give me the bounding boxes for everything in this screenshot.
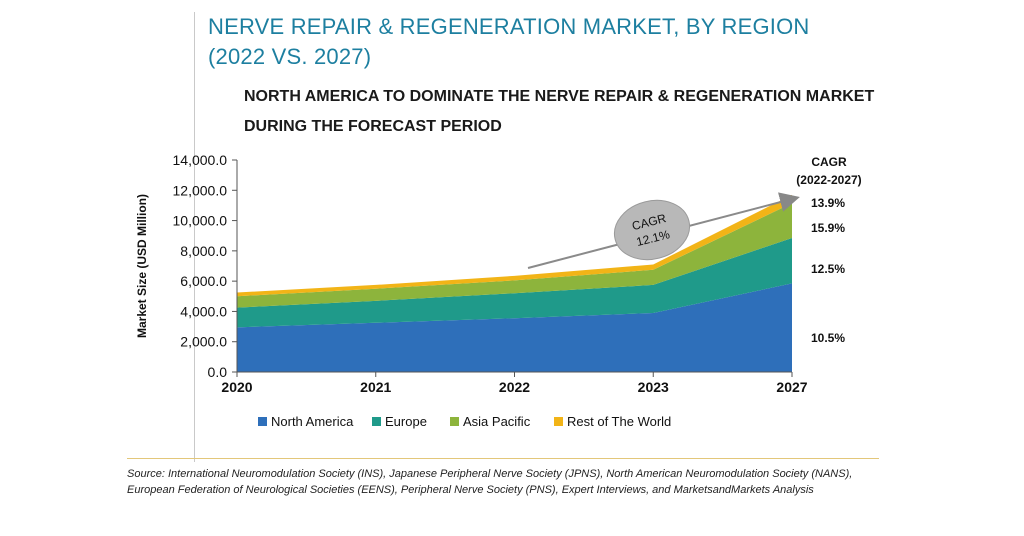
y-tick-label: 6,000.0 bbox=[180, 273, 227, 289]
y-axis-label: Market Size (USD Million) bbox=[135, 194, 149, 338]
x-tick-label: 2021 bbox=[360, 379, 391, 395]
x-tick-label: 2027 bbox=[776, 379, 807, 395]
x-tick-label: 2020 bbox=[221, 379, 252, 395]
overall-cagr-bubble bbox=[613, 199, 691, 261]
y-tick-label: 2,000.0 bbox=[180, 334, 227, 350]
area-north-america bbox=[237, 283, 792, 372]
legend-swatch-europe bbox=[372, 417, 381, 426]
cagr-label-europe: 12.5% bbox=[811, 262, 845, 276]
chart-title: NERVE REPAIR & REGENERATION MARKET, BY R… bbox=[208, 12, 810, 72]
area-asia-pacific bbox=[237, 203, 792, 308]
legend-swatch-rest-of-the-world bbox=[554, 417, 563, 426]
y-tick-label: 4,000.0 bbox=[180, 303, 227, 319]
source-divider bbox=[127, 458, 879, 459]
legend-swatch-north-america bbox=[258, 417, 267, 426]
y-tick-label: 14,000.0 bbox=[173, 152, 228, 168]
y-tick-label: 8,000.0 bbox=[180, 243, 227, 259]
cagr-label-asia-pacific: 15.9% bbox=[811, 221, 845, 235]
source-note: Source: International Neuromodulation So… bbox=[127, 468, 853, 496]
y-tick-label: 12,000.0 bbox=[173, 182, 228, 198]
legend-label-rest-of-the-world: Rest of The World bbox=[567, 414, 671, 429]
y-tick-label: 0.0 bbox=[208, 364, 228, 380]
subtitle-line-1: NORTH AMERICA TO DOMINATE THE NERVE REPA… bbox=[244, 88, 875, 105]
legend-swatch-asia-pacific bbox=[450, 417, 459, 426]
legend-label-europe: Europe bbox=[385, 414, 427, 429]
legend-label-asia-pacific: Asia Pacific bbox=[463, 414, 531, 429]
title-line-2: (2022 VS. 2027) bbox=[208, 44, 372, 69]
cagr-label-north-america: 10.5% bbox=[811, 331, 845, 345]
legend-label-north-america: North America bbox=[271, 414, 354, 429]
y-tick-label: 10,000.0 bbox=[173, 213, 228, 229]
x-tick-label: 2023 bbox=[638, 379, 669, 395]
cagr-label-rest-of-the-world: 13.9% bbox=[811, 196, 845, 210]
area-europe bbox=[237, 237, 792, 328]
cagr-period: (2022-2027) bbox=[796, 173, 861, 187]
x-tick-label: 2022 bbox=[499, 379, 530, 395]
cagr-header: CAGR bbox=[811, 155, 847, 169]
title-divider bbox=[194, 12, 195, 462]
subtitle-line-2: DURING THE FORECAST PERIOD bbox=[244, 118, 502, 135]
title-line-1: NERVE REPAIR & REGENERATION MARKET, BY R… bbox=[208, 14, 810, 39]
chart-subtitle: NORTH AMERICA TO DOMINATE THE NERVE REPA… bbox=[244, 82, 904, 142]
area-rest-of-the-world bbox=[237, 194, 792, 297]
